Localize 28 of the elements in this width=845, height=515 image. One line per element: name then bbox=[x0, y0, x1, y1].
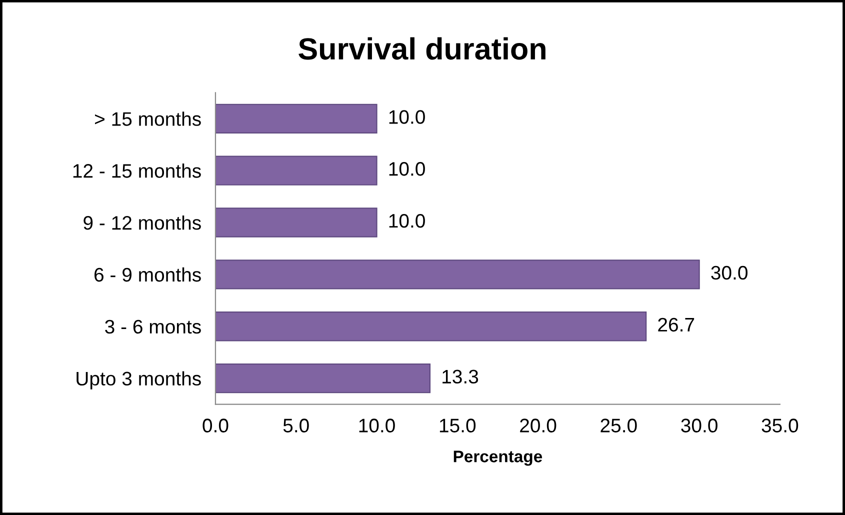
data-label: 26.7 bbox=[658, 318, 694, 332]
chart-title: Survival duration bbox=[298, 37, 546, 60]
x-tick-label: 20.0 bbox=[520, 418, 556, 432]
x-tick-label: 30.0 bbox=[681, 418, 718, 432]
data-label: 10.0 bbox=[389, 162, 425, 176]
x-axis-title: Percentage bbox=[454, 450, 542, 466]
bar bbox=[215, 363, 431, 394]
data-label: 13.3 bbox=[442, 370, 478, 384]
data-label: 30.0 bbox=[711, 266, 748, 280]
x-tick-label: 25.0 bbox=[600, 418, 637, 432]
bar bbox=[215, 104, 378, 134]
y-tick-label: 6 - 9 months bbox=[94, 267, 201, 282]
x-tick-label: 0.0 bbox=[202, 418, 228, 432]
x-tick-label: 5.0 bbox=[283, 418, 309, 432]
bar bbox=[215, 208, 378, 238]
bar bbox=[215, 156, 378, 186]
bar bbox=[215, 260, 700, 290]
y-tick-label: 9 - 12 months bbox=[84, 215, 201, 230]
y-tick-label: 3 - 6 monts bbox=[105, 320, 201, 334]
y-tick-label: Upto 3 months bbox=[76, 371, 201, 390]
x-tick-label: 10.0 bbox=[359, 418, 395, 432]
bar bbox=[215, 312, 647, 342]
x-tick-label: 35.0 bbox=[762, 418, 798, 432]
data-label: 10.0 bbox=[389, 110, 425, 124]
x-tick-label: 15.0 bbox=[440, 418, 476, 432]
y-tick-label: 12 - 15 months bbox=[73, 164, 201, 178]
y-tick-label: > 15 months bbox=[95, 112, 201, 126]
data-label: 10.0 bbox=[389, 214, 425, 228]
